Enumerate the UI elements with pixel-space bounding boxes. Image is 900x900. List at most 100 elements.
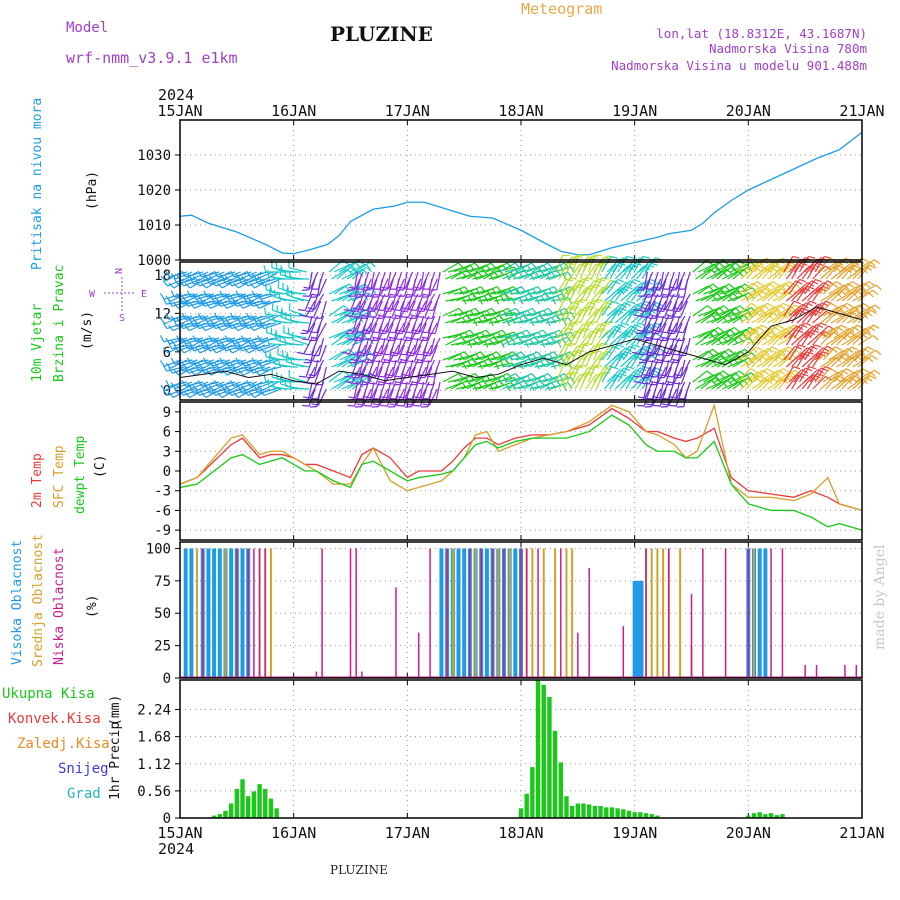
wind-barb [523,269,540,280]
wind-barb [369,381,375,400]
wind-barb [566,255,576,273]
wind-barb-flag [738,370,746,376]
wind-barb-flag [782,302,790,308]
wind-barb [352,315,359,334]
wind-barb [370,278,378,297]
wind-barb-flag [766,302,774,308]
wind-barb-flag [653,396,661,399]
wind-barb-flag [230,312,235,320]
wind-barb-flag [311,403,319,406]
wind-barb [817,282,833,295]
wind-barb-flag [358,305,366,311]
wind-barb [523,380,541,390]
wind-barb [751,378,767,390]
wind-barb [466,269,484,280]
wind-barb-flag [259,280,265,287]
wind-barb-flag [200,391,207,398]
cloud-bar [690,593,693,678]
precip-bar [240,779,245,818]
wind-barb [453,329,471,339]
wind-barb-flag [662,293,670,297]
wind-barb [291,363,310,368]
wind-barb [748,369,763,383]
wind-barb-flag [302,329,310,333]
wind-barb-flag [221,302,228,309]
wind-barb-flag [350,266,357,272]
wind-barb-flag [390,360,398,363]
wind-barb-flag [372,403,381,406]
wind-barb-flag [637,289,645,291]
cloud-bar [247,548,249,678]
wind-barb-flag [211,364,216,372]
wind-barb-flag [184,300,189,307]
wind-barb [593,277,603,295]
wind-barb [812,265,826,280]
wind-barb [666,315,675,333]
wind-barb [721,270,739,280]
wind-barb-flag [267,379,270,387]
wind-barb [555,254,564,273]
wind-barb [724,285,742,295]
wind-barb-flag [248,367,254,374]
wind-barb [458,373,476,383]
wind-barb [713,328,731,339]
wind-barb [442,262,459,273]
cloud-bar [269,548,272,678]
wind-barb-flag [396,289,404,291]
wind-barb [550,316,569,324]
wind-barb [801,309,815,324]
wind-barb-flag [366,358,374,362]
wind-barb [588,278,599,295]
wind-barb [828,284,845,295]
model-name: wrf-nmm_v3.9.1 e1km [66,49,238,67]
wind-barb [561,277,571,295]
wind-barb [671,300,678,319]
precip-bar [518,808,524,818]
wind-barb [537,351,554,361]
wind-barb [531,373,549,383]
wind-barb [387,278,394,297]
compass-w: W [89,289,96,300]
wind-barb-flag [424,351,432,355]
wind-barb-flag [657,316,665,319]
precip-bar [223,810,228,818]
wind-barb [380,344,389,363]
wind-barb-flag [873,259,881,264]
wind-barb-flag [281,307,284,315]
wind-barb [555,278,567,295]
wind-barb [846,378,863,390]
wind-barb [625,287,639,302]
wind-barb [675,388,683,407]
cloud-bar [645,548,647,678]
wind-barb [548,307,565,317]
wind-barb [617,366,628,383]
wind-barb-flag [189,319,194,327]
wind-barb [558,352,571,368]
cloud-bar [632,580,637,678]
wind-barb [374,359,381,378]
wind-barb [553,286,571,295]
wind-barb [653,344,662,363]
wind-barb-flag [197,295,204,302]
wind-barb [339,261,355,273]
wind-barb-flag [575,255,583,259]
wind-barb [822,371,839,383]
precip-bar [780,814,785,818]
wind-barb-flag [229,379,235,387]
cloud-bar [844,665,846,678]
wind-barb [769,302,784,317]
wind-barb-flag [728,283,735,289]
wind-barb-flag [298,309,306,312]
wind-barb [622,303,638,317]
wind-barb [825,334,842,346]
wind-barb [333,374,351,383]
wind-barb-flag [277,359,281,367]
wind-barb [638,344,650,361]
temperature-ytick-label: -9 [154,523,171,539]
wind-barb [630,265,645,280]
wind-barb-flag [755,346,763,351]
precip-bar [217,814,222,818]
wind-barb [493,271,512,280]
wind-barb [333,348,349,361]
